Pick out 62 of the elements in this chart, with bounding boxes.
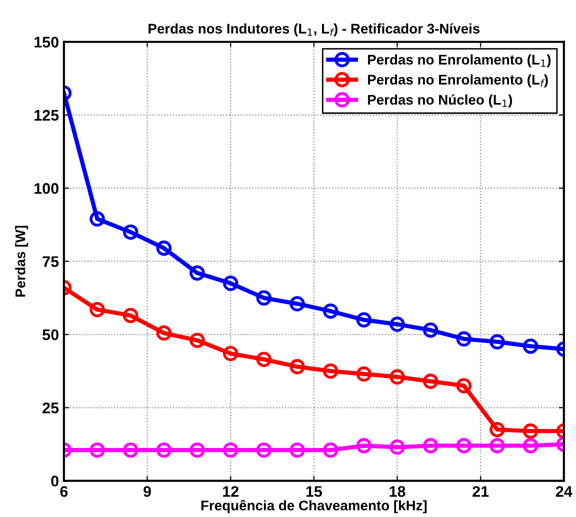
- point: [190, 265, 205, 281]
- y-tick-label: 75: [42, 256, 59, 268]
- point: [122, 442, 138, 458]
- x-tick-label: 24: [556, 486, 572, 497]
- point: [422, 374, 438, 389]
- point: [90, 211, 105, 227]
- point: [290, 359, 305, 374]
- point: [190, 332, 205, 348]
- point: [490, 438, 505, 454]
- point: [356, 366, 372, 382]
- y-tick-label: 50: [42, 329, 58, 340]
- x-tick-label: 21: [472, 486, 489, 497]
- point: [356, 438, 372, 454]
- y-tick-label: 125: [34, 110, 59, 121]
- y-tick-label: 100: [34, 183, 58, 194]
- point: [456, 378, 472, 394]
- point: [322, 363, 338, 379]
- x-axis-title: Frequência de Chaveamento [kHz]: [201, 500, 427, 514]
- y-axis-title: Perdas [W]: [15, 226, 28, 297]
- point: [322, 442, 338, 458]
- x-tick-label: 6: [60, 486, 68, 497]
- point: [190, 442, 205, 458]
- point: [156, 240, 172, 256]
- y-tick-label: 0: [51, 476, 58, 486]
- point: [256, 352, 272, 368]
- chart-title: Perdas nos Indutores (L$_{1}$, L$_{f}$) - Retificador 3-Níveis: [148, 23, 480, 36]
- point: [122, 308, 138, 324]
- point: [122, 224, 138, 240]
- y-tick-label: 150: [34, 36, 58, 48]
- point: [90, 442, 105, 458]
- point: [290, 442, 305, 458]
- point: [456, 438, 472, 454]
- point: [90, 302, 105, 318]
- legend-label: Perdas no Enrolamento (L$_{f}$): [368, 74, 548, 88]
- point: [256, 442, 272, 458]
- point: [390, 369, 405, 385]
- point: [522, 338, 538, 354]
- point: [322, 303, 338, 319]
- point: [156, 325, 172, 341]
- point: [422, 438, 438, 454]
- point: [456, 331, 472, 347]
- point: [522, 423, 538, 439]
- x-tick-label: 15: [306, 486, 322, 497]
- point: [356, 312, 372, 328]
- x-tick-label: 9: [144, 486, 151, 497]
- point: [490, 334, 505, 350]
- point: [222, 276, 238, 291]
- point: [390, 316, 405, 332]
- point: [422, 322, 438, 338]
- point: [256, 290, 272, 306]
- legend-label: Perdas no Enrolamento (L$_{1}$): [368, 54, 551, 68]
- point: [156, 442, 172, 458]
- point: [522, 438, 538, 454]
- legend-label: Perdas no Núcleo (L$_{1}$): [368, 94, 512, 108]
- x-tick-label: 12: [223, 486, 238, 497]
- y-tick-label: 25: [42, 402, 59, 414]
- point: [222, 346, 238, 362]
- point: [222, 442, 238, 458]
- point: [490, 422, 505, 438]
- point: [290, 296, 305, 312]
- point: [390, 440, 405, 455]
- x-tick-label: 18: [390, 486, 406, 497]
